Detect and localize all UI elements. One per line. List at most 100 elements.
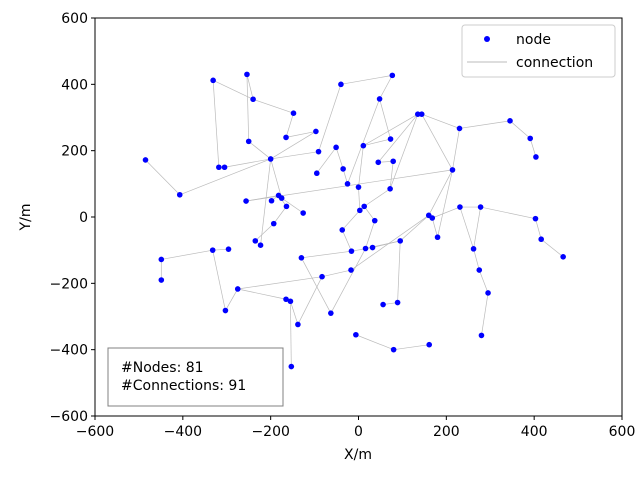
node-point-68	[477, 204, 484, 210]
node-point-58	[371, 217, 378, 224]
legend-node-label: node	[516, 32, 551, 48]
connection-line-7	[248, 141, 271, 160]
y-axis-label: Y/m	[18, 204, 34, 232]
connection-line-8	[285, 131, 316, 138]
node-point-24	[390, 158, 396, 165]
connection-line-75	[535, 218, 542, 240]
node-point-30	[527, 135, 534, 142]
node-point-1	[176, 191, 183, 198]
node-point-76	[390, 346, 397, 353]
node-point-41	[257, 242, 264, 248]
connection-line-27	[509, 120, 531, 139]
node-point-66	[434, 234, 441, 241]
node-point-57	[361, 203, 368, 210]
connection-line-35	[281, 197, 304, 214]
connection-line-50	[321, 269, 352, 278]
node-point-59	[348, 248, 355, 254]
node-point-77	[426, 341, 433, 348]
x-tick-label-6: 600	[609, 424, 636, 440]
node-point-4	[221, 164, 228, 171]
y-tick-label-4: 200	[61, 144, 88, 160]
connection-line-90	[237, 276, 323, 290]
connection-line-83	[358, 145, 364, 188]
node-point-26	[414, 111, 421, 117]
node-point-11	[315, 148, 322, 155]
connection-line-57	[341, 229, 352, 252]
info-box-frame	[107, 347, 284, 407]
node-point-34	[268, 197, 275, 204]
y-tick-label-1: −400	[50, 343, 88, 359]
node-point-38	[300, 210, 306, 216]
node-point-80	[560, 253, 566, 260]
y-tick-label-6: 600	[61, 11, 88, 27]
node-point-6	[245, 138, 252, 145]
node-point-49	[287, 298, 294, 305]
connection-line-26	[459, 120, 511, 129]
node-point-79	[538, 236, 544, 243]
node-point-52	[298, 254, 305, 261]
connection-line-48	[290, 301, 292, 367]
connection-line-85	[437, 169, 453, 238]
node-point-78	[532, 215, 539, 222]
node-point-51	[288, 363, 295, 370]
node-point-56	[357, 207, 363, 214]
y-tick-label-0: −600	[50, 409, 88, 425]
connection-line-12	[316, 147, 337, 174]
node-point-60	[348, 267, 354, 273]
node-point-15	[338, 81, 344, 88]
connection-line-59	[301, 250, 352, 259]
node-point-0	[142, 157, 149, 163]
connection-line-28	[529, 138, 537, 158]
x-tick-label-4: 200	[433, 424, 460, 440]
connection-line-62	[372, 240, 401, 248]
node-point-2	[210, 77, 216, 84]
connection-line-33	[246, 195, 279, 202]
node-point-54	[328, 310, 334, 316]
node-point-19	[376, 96, 383, 102]
node-point-21	[387, 136, 394, 142]
connection-line-4	[224, 158, 271, 168]
node-point-61	[362, 245, 369, 252]
connection-line-58	[351, 247, 373, 252]
node-point-27	[418, 111, 425, 117]
connection-line-1	[179, 158, 271, 196]
connection-line-88	[212, 80, 220, 168]
legend: node connection	[461, 24, 616, 78]
connection-line-22	[389, 161, 394, 189]
node-point-10	[313, 128, 319, 135]
node-point-20	[389, 72, 396, 79]
node-point-67	[457, 204, 463, 210]
connection-line-74	[480, 206, 536, 220]
connection-line-51	[301, 257, 332, 314]
x-tick-label-0: −600	[76, 424, 114, 440]
connection-line-29	[421, 114, 453, 171]
connection-line-11	[318, 84, 342, 152]
legend-box	[461, 24, 616, 78]
node-point-36	[278, 195, 285, 201]
connection-line-2	[212, 80, 254, 100]
node-point-73	[380, 301, 386, 308]
connection-line-56	[365, 220, 376, 249]
node-point-33	[243, 198, 249, 204]
connection-line-0	[145, 159, 181, 196]
connection-line-44	[237, 288, 287, 300]
connection-line-76	[540, 238, 564, 258]
x-tick-label-3: 0	[354, 424, 363, 440]
legend-node-marker	[484, 36, 490, 42]
node-point-65	[429, 215, 436, 221]
node-point-42	[209, 247, 216, 253]
node-point-8	[290, 110, 297, 116]
connection-line-79	[393, 344, 430, 351]
node-point-71	[485, 290, 491, 296]
node-point-72	[478, 332, 485, 339]
connection-line-10	[270, 151, 319, 160]
node-point-74	[394, 299, 401, 306]
connection-line-49	[297, 276, 323, 325]
connection-line-69	[473, 206, 481, 249]
legend-connection-label: connection	[516, 55, 593, 71]
connection-line-41	[161, 249, 213, 260]
x-axis: −600 −400 −200 0 200 400 600	[76, 416, 636, 440]
connection-line-19	[363, 138, 391, 147]
